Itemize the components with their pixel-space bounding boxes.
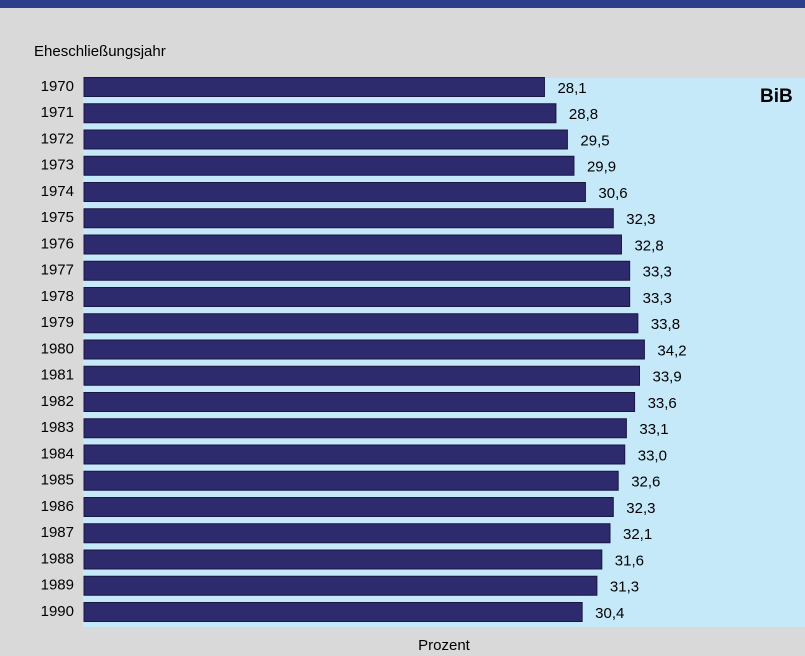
y-tick-label: 1977 — [41, 262, 74, 279]
y-tick-label: 1975 — [41, 209, 74, 226]
bar — [83, 365, 640, 386]
value-label: 33,3 — [643, 264, 672, 281]
y-tick-label: 1980 — [41, 340, 74, 357]
bar — [83, 103, 557, 124]
value-label: 31,3 — [610, 579, 639, 596]
bar — [83, 260, 631, 281]
y-tick-label: 1989 — [41, 577, 74, 594]
value-label: 32,3 — [626, 500, 655, 517]
y-tick-label: 1981 — [41, 367, 74, 384]
value-label: 29,5 — [580, 132, 609, 149]
y-tick-label: 1973 — [41, 157, 74, 174]
y-tick-label: 1971 — [41, 104, 74, 121]
bar — [83, 77, 545, 97]
y-tick-label: 1979 — [41, 314, 74, 331]
bar — [83, 155, 575, 176]
value-label: 32,8 — [634, 237, 663, 254]
y-tick-label: 1988 — [41, 550, 74, 567]
bar — [83, 234, 622, 255]
value-label: 31,6 — [615, 552, 644, 569]
value-label: 34,2 — [657, 342, 686, 359]
y-tick-label: 1986 — [41, 498, 74, 515]
y-tick-label: 1978 — [41, 288, 74, 305]
value-label: 33,1 — [639, 421, 668, 438]
bar — [83, 418, 627, 439]
value-label: 28,1 — [557, 80, 586, 97]
bar — [83, 182, 586, 202]
y-tick-label: 1972 — [41, 130, 74, 147]
value-label: 28,8 — [569, 106, 598, 123]
bar — [83, 549, 603, 570]
value-label: 33,9 — [652, 369, 681, 386]
value-label: 33,0 — [638, 447, 667, 464]
value-label: 33,6 — [648, 395, 677, 412]
bar — [83, 444, 626, 465]
bar — [83, 602, 583, 622]
bar — [83, 208, 614, 229]
bar — [83, 339, 645, 360]
value-label: 29,9 — [587, 159, 616, 176]
logo-text: BiB — [760, 86, 793, 107]
y-tick-label: 1976 — [41, 235, 74, 252]
y-tick-label: 1982 — [41, 393, 74, 410]
value-label: 33,3 — [643, 290, 672, 307]
x-axis-label: Prozent — [418, 637, 471, 654]
y-tick-label: 1983 — [41, 419, 74, 436]
bar — [83, 392, 636, 412]
y-tick-label: 1985 — [41, 472, 74, 489]
y-tick-label: 1974 — [41, 183, 74, 200]
y-tick-label: 1984 — [41, 445, 74, 462]
header-band — [0, 0, 805, 8]
bar — [83, 470, 619, 491]
y-tick-label: 1987 — [41, 524, 74, 541]
bar — [83, 575, 598, 596]
bar — [83, 313, 639, 334]
value-label: 33,8 — [651, 316, 680, 333]
value-label: 32,3 — [626, 211, 655, 228]
value-label: 32,6 — [631, 474, 660, 491]
y-tick-label: 1970 — [41, 78, 74, 95]
bar — [83, 523, 611, 544]
value-label: 30,6 — [598, 185, 627, 202]
y-axis-label: Eheschließungsjahr — [34, 43, 166, 60]
value-label: 30,4 — [595, 605, 624, 622]
y-tick-label: 1990 — [41, 603, 74, 620]
value-label: 32,1 — [623, 526, 652, 543]
bar — [83, 287, 631, 307]
bar — [83, 497, 614, 517]
bar — [83, 129, 568, 150]
